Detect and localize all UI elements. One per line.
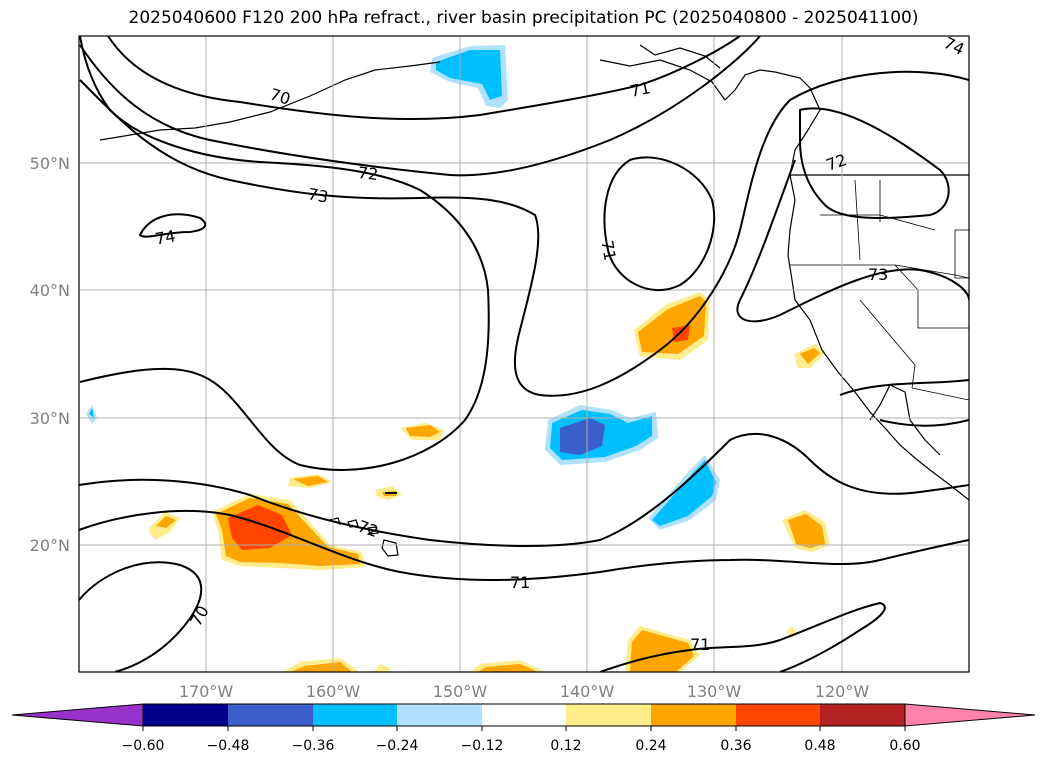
lon-label-140w: 140°W: [560, 682, 615, 701]
lat-label-50n: 50°N: [30, 154, 70, 173]
colorbar-tick: −0.24: [376, 738, 419, 754]
refractivity-contours: [79, 36, 969, 672]
colorbar-segment: [143, 704, 228, 726]
map-title: 2025040600 F120 200 hPa refract., river …: [128, 8, 919, 28]
colorbar-tick: −0.48: [207, 738, 250, 754]
colorbar-tick: 0.48: [804, 738, 835, 754]
map-frame: [78, 35, 970, 673]
contour-label: 73: [868, 265, 888, 284]
lon-label-150w: 150°W: [433, 682, 488, 701]
colorbar-tick: −0.12: [461, 738, 504, 754]
colorbar-tick: 0.36: [720, 738, 751, 754]
colorbar-segment: [820, 704, 905, 726]
colorbar-segment: [651, 704, 736, 726]
precip-anomaly-fills: [86, 45, 830, 672]
contour-label: 74: [154, 226, 177, 248]
longitude-labels: 170°W 160°W 150°W 140°W 130°W 120°W: [179, 682, 870, 701]
lon-label-130w: 130°W: [687, 682, 742, 701]
colorbar-tick: −0.36: [292, 738, 335, 754]
contour-label: 72: [357, 163, 379, 184]
lon-label-160w: 160°W: [306, 682, 361, 701]
lat-label-20n: 20°N: [30, 536, 70, 555]
graticule: [79, 36, 969, 672]
colorbar-tick: 0.12: [550, 738, 581, 754]
latitude-labels: 50°N 40°N 30°N 20°N: [30, 154, 70, 555]
contour-label: 71: [628, 78, 652, 101]
colorbar-tick: 0.24: [635, 738, 666, 754]
lon-label-120w: 120°W: [815, 682, 870, 701]
colorbar-segment: [482, 704, 566, 726]
contour-label: 71: [510, 573, 530, 592]
colorbar-extend-low: [11, 703, 144, 727]
contour-label: 73: [306, 184, 329, 206]
contour-label: 74: [941, 33, 967, 59]
colorbar-segment: [397, 704, 482, 726]
lat-label-40n: 40°N: [30, 281, 70, 300]
contour-label: 71: [597, 239, 619, 262]
colorbar-segment: [313, 704, 397, 726]
lon-label-170w: 170°W: [179, 682, 234, 701]
colorbar-segment: [228, 704, 313, 726]
colorbar-segment: [736, 704, 820, 726]
colorbar-tick: 0.60: [889, 738, 920, 754]
lat-label-30n: 30°N: [30, 409, 70, 428]
contour-label: 71: [690, 635, 710, 654]
colorbar-extend-high: [904, 703, 1036, 727]
colorbar-tick: −0.60: [122, 738, 165, 754]
colorbar-segment: [566, 704, 651, 726]
colorbar: −0.60 −0.48 −0.36 −0.24 −0.12 0.12 0.24 …: [11, 703, 1036, 754]
